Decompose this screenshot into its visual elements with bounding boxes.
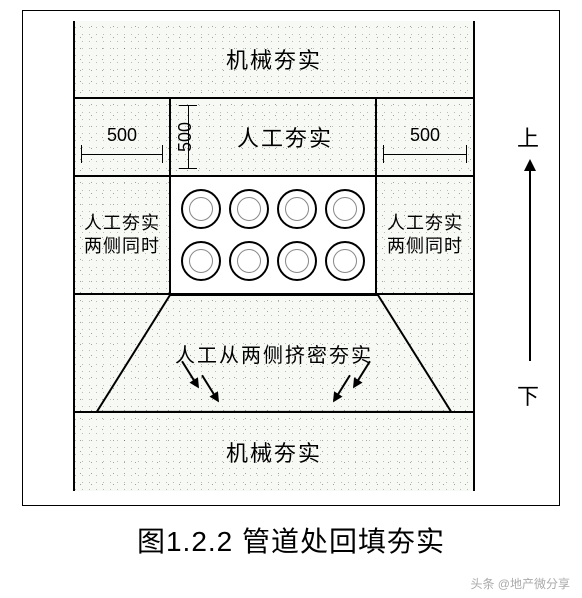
pipe-icon bbox=[325, 241, 365, 281]
pipe-icon bbox=[181, 241, 221, 281]
zone-squeeze: 人工从两侧挤密夯实 bbox=[75, 295, 473, 413]
cell-manual-mid: 500 人工夯实 bbox=[171, 99, 377, 175]
pipe-icon bbox=[181, 189, 221, 229]
zone-mechanical-top: 机械夯实 bbox=[75, 21, 473, 99]
label-direction-down: 下 bbox=[517, 379, 541, 411]
cell-manual-right: 人工夯实 两侧同时 bbox=[377, 177, 473, 293]
dim-left-500-value: 500 bbox=[82, 125, 162, 146]
label-manual-right-2: 两侧同时 bbox=[387, 235, 463, 258]
dim-right-500: 500 bbox=[383, 145, 467, 163]
cell-right-500: 500 bbox=[377, 99, 473, 175]
label-manual-mid: 人工夯实 bbox=[237, 121, 333, 153]
dim-vertical-500: 500 bbox=[179, 105, 197, 169]
pipe-icon bbox=[277, 241, 317, 281]
label-squeeze: 人工从两侧挤密夯实 bbox=[175, 345, 373, 367]
label-squeeze-wrap: 人工从两侧挤密夯实 bbox=[75, 339, 473, 368]
pipe-row-2 bbox=[181, 241, 365, 281]
pipe-icon bbox=[325, 189, 365, 229]
cell-left-500: 500 bbox=[75, 99, 171, 175]
dim-right-500-value: 500 bbox=[384, 125, 466, 146]
label-mech-bottom: 机械夯实 bbox=[226, 436, 322, 468]
label-mech-top: 机械夯实 bbox=[226, 43, 322, 75]
dim-vertical-500-value: 500 bbox=[175, 106, 196, 168]
direction-arrow-icon bbox=[529, 161, 531, 361]
label-direction-up: 上 bbox=[517, 121, 541, 153]
zone-row-2: 500 500 人工夯实 500 bbox=[75, 99, 473, 177]
trench-outline: 机械夯实 500 500 人工夯实 500 bbox=[73, 21, 475, 491]
pipe-grid bbox=[171, 177, 375, 293]
cell-manual-left: 人工夯实 两侧同时 bbox=[75, 177, 171, 293]
label-manual-left-1: 人工夯实 bbox=[84, 212, 160, 235]
watermark-text: 头条 @地产微分享 bbox=[470, 575, 570, 592]
label-manual-right-1: 人工夯实 bbox=[387, 212, 463, 235]
zone-pipe-row: 人工夯实 两侧同时 bbox=[75, 177, 473, 295]
zone-mechanical-bottom: 机械夯实 bbox=[75, 413, 473, 491]
figure-caption: 图1.2.2 管道处回填夯实 bbox=[0, 520, 582, 560]
label-manual-left-2: 两侧同时 bbox=[84, 235, 160, 258]
figure-frame: 机械夯实 500 500 人工夯实 500 bbox=[0, 0, 582, 598]
diagram-border: 机械夯实 500 500 人工夯实 500 bbox=[22, 10, 560, 506]
pipe-icon bbox=[229, 189, 269, 229]
pipe-row-1 bbox=[181, 189, 365, 229]
pipe-icon bbox=[277, 189, 317, 229]
pipe-icon bbox=[229, 241, 269, 281]
cell-pipes bbox=[171, 177, 377, 293]
dim-left-500: 500 bbox=[81, 145, 163, 163]
